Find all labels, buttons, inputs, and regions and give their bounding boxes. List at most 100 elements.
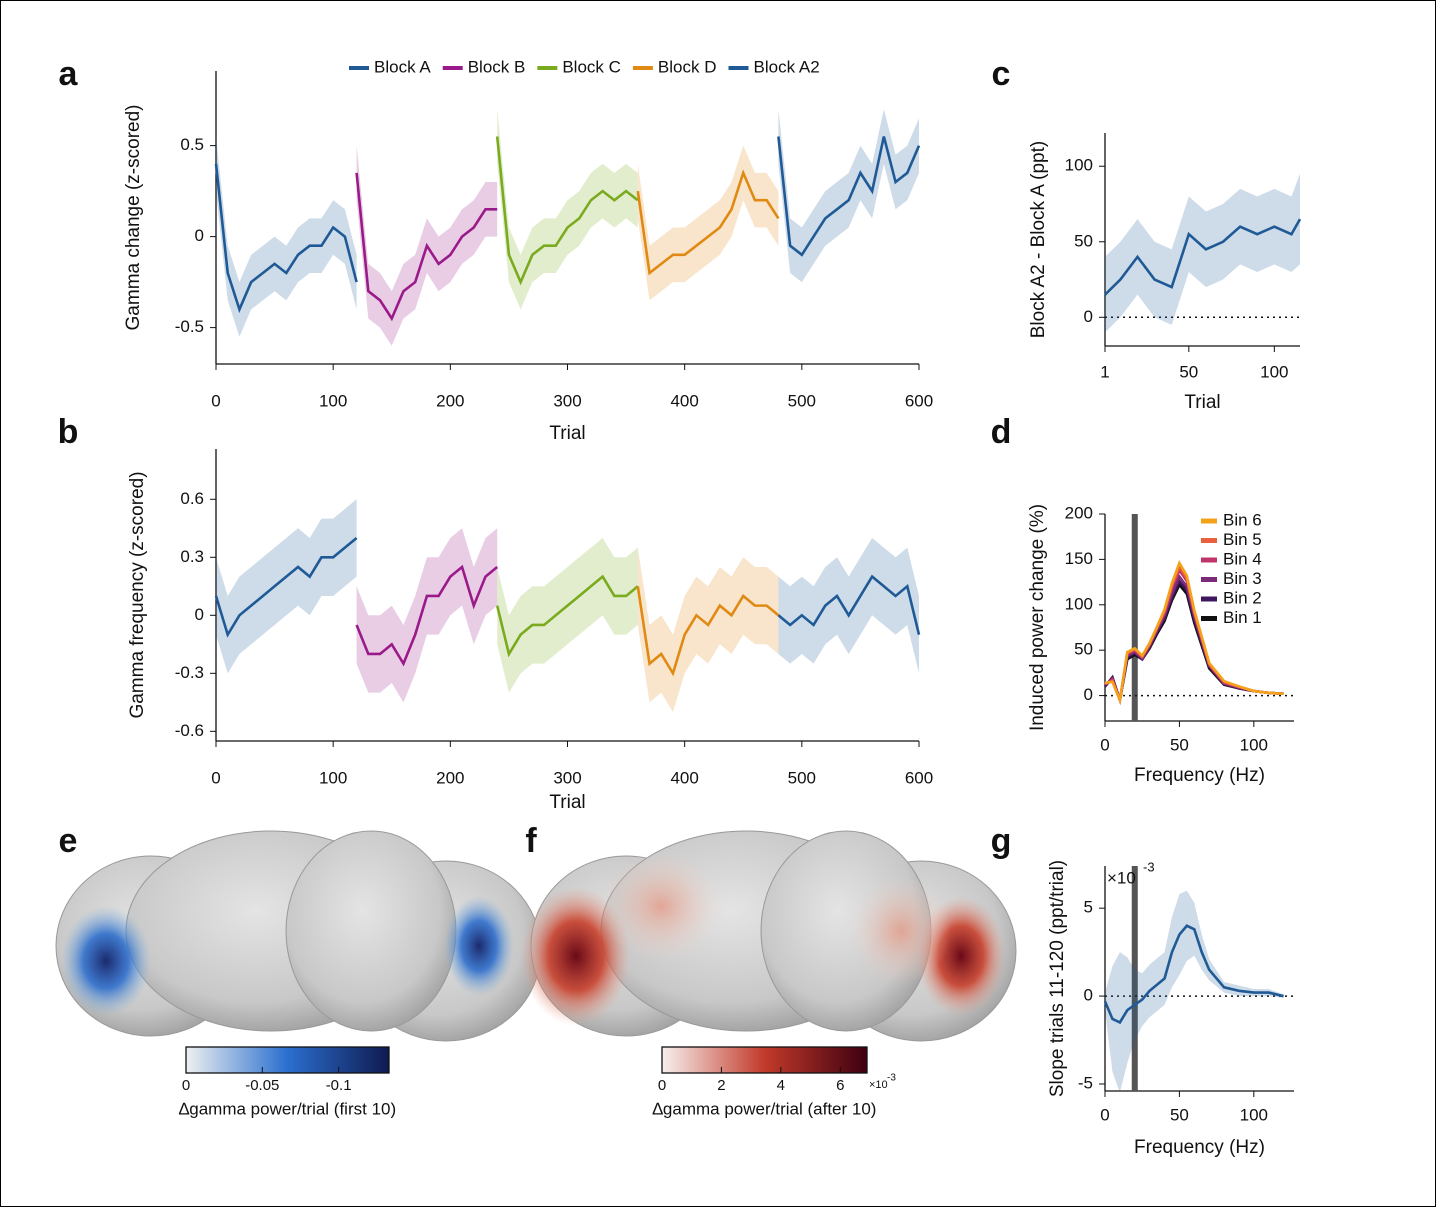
colorbar-title: ∆gamma power/trial (after 10) — [653, 1099, 877, 1118]
data-line — [636, 169, 780, 276]
brain-e — [55, 830, 542, 1042]
y-tick-label: 50 — [1074, 231, 1093, 250]
y-tick-label: 0.6 — [180, 489, 204, 508]
x-tick-label: 0 — [211, 391, 220, 410]
data-line — [355, 564, 499, 667]
x-axis-label: Trial — [549, 792, 585, 813]
colorbar-tick-label: 6 — [836, 1077, 844, 1094]
y-tick-label: -0.5 — [175, 317, 204, 336]
x-tick-label: 400 — [670, 768, 698, 787]
x-tick-label: 400 — [670, 391, 698, 410]
y-axis-label: Gamma frequency (z-scored) — [127, 471, 148, 718]
x-tick-label: 100 — [1260, 362, 1288, 381]
legend-label: Block A2 — [754, 57, 820, 76]
data-line — [1104, 218, 1302, 296]
x-tick-label: 200 — [436, 391, 464, 410]
x-tick-label: 200 — [436, 768, 464, 787]
y-tick-label: -0.3 — [175, 663, 204, 682]
data-line — [495, 136, 639, 286]
colorbar-tick-label: -0.05 — [245, 1077, 279, 1094]
data-line — [1104, 560, 1284, 705]
data-line — [214, 163, 358, 314]
y-tick-label: 0 — [195, 605, 204, 624]
colorbar-title: ∆gamma power/trial (first 10) — [179, 1099, 396, 1118]
y-tick-label: -5 — [1078, 1073, 1093, 1092]
panel-letter: b — [58, 413, 79, 451]
y-tick-label: 0 — [1084, 986, 1093, 1005]
x-tick-label: 0 — [1100, 1105, 1109, 1124]
error-band — [497, 537, 638, 693]
x-tick-label: 300 — [553, 391, 581, 410]
y-axis-label: Induced power change (%) — [1027, 504, 1048, 731]
frequency-marker — [1131, 866, 1138, 1091]
frequency-marker — [1131, 514, 1138, 721]
data-line — [355, 172, 498, 322]
legend-label: Block D — [658, 57, 717, 76]
panel-letter: f — [525, 822, 537, 860]
y-tick-label: 50 — [1074, 640, 1093, 659]
multiplier-exponent: -3 — [887, 1073, 896, 1084]
legend-label: Bin 4 — [1223, 549, 1262, 568]
x-tick-label: 500 — [788, 768, 816, 787]
y-tick-label: 150 — [1065, 549, 1093, 568]
colorbar — [185, 1046, 390, 1074]
x-tick-label: 50 — [1170, 1105, 1189, 1124]
multiplier-base: ×10 — [1107, 868, 1136, 887]
brain-f — [521, 830, 1017, 1042]
y-tick-label: 0.5 — [180, 135, 204, 154]
x-axis-label: Frequency (Hz) — [1134, 765, 1265, 786]
y-tick-label: 0 — [1084, 307, 1093, 326]
x-axis-label: Trial — [1184, 392, 1220, 413]
legend-label: Bin 6 — [1223, 510, 1262, 529]
legend-label: Block B — [468, 57, 526, 76]
multiplier-base: ×10 — [869, 1079, 888, 1091]
x-axis-label: Frequency (Hz) — [1134, 1137, 1265, 1158]
x-tick-label: 0 — [1100, 735, 1109, 754]
data-line — [1103, 924, 1284, 1025]
x-tick-label: 0 — [211, 768, 220, 787]
y-tick-label: 0 — [1084, 685, 1093, 704]
error-band — [778, 537, 919, 674]
error-band — [497, 109, 638, 310]
error-band — [778, 109, 919, 283]
x-tick-label: 50 — [1179, 362, 1198, 381]
legend-label: Bin 3 — [1223, 569, 1262, 588]
x-tick-label: 600 — [905, 768, 933, 787]
legend-label: Block C — [562, 57, 621, 76]
y-tick-label: 100 — [1065, 594, 1093, 613]
legend-label: Block A — [374, 57, 431, 76]
x-tick-label: 500 — [788, 391, 816, 410]
panel-letter: e — [59, 822, 78, 860]
x-tick-label: 600 — [905, 391, 933, 410]
legend-label: Bin 1 — [1223, 608, 1262, 627]
data-line — [214, 536, 358, 638]
panel-letter: a — [59, 55, 79, 93]
error-band — [1105, 173, 1300, 333]
multiplier-exponent: -3 — [1143, 859, 1155, 874]
colorbar-tick-label: 0 — [182, 1077, 190, 1094]
y-axis-label: Gamma change (z-scored) — [123, 105, 144, 331]
colorbar-tick-label: 0 — [658, 1077, 666, 1094]
legend-label: Bin 5 — [1223, 530, 1262, 549]
x-tick-label: 100 — [319, 768, 347, 787]
data-line — [777, 136, 921, 257]
error-band — [216, 499, 357, 674]
x-tick-label: 300 — [553, 768, 581, 787]
x-tick-label: 1 — [1100, 362, 1109, 381]
panel-letter: d — [991, 413, 1012, 451]
data-line — [636, 586, 780, 677]
error-band — [356, 528, 498, 703]
y-tick-label: -0.6 — [175, 721, 204, 740]
data-line — [495, 574, 639, 658]
y-axis-label: Block A2 - Block A (ppt) — [1028, 141, 1049, 338]
y-tick-label: 100 — [1065, 156, 1093, 175]
y-axis-label: Slope trials 11-120 (ppt/trial) — [1047, 860, 1068, 1097]
legend-label: Bin 2 — [1223, 588, 1262, 607]
x-axis-label: Trial — [549, 423, 585, 444]
y-tick-label: 0.3 — [180, 547, 204, 566]
colorbar-tick-label: -0.1 — [326, 1077, 352, 1094]
x-tick-label: 100 — [319, 391, 347, 410]
x-tick-label: 50 — [1170, 735, 1189, 754]
y-tick-label: 5 — [1084, 898, 1093, 917]
